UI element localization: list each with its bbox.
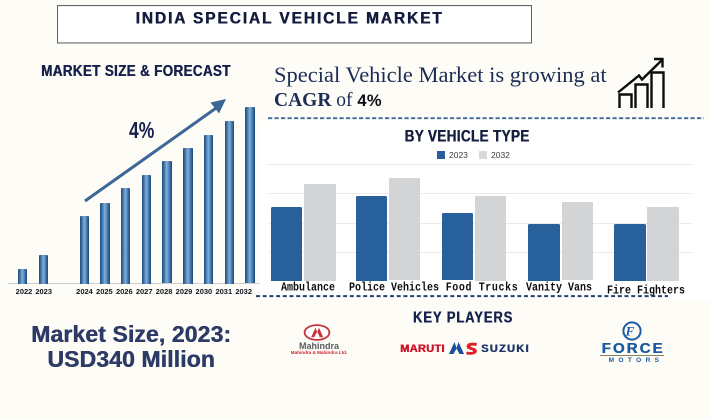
svg-text:F: F (625, 324, 635, 339)
